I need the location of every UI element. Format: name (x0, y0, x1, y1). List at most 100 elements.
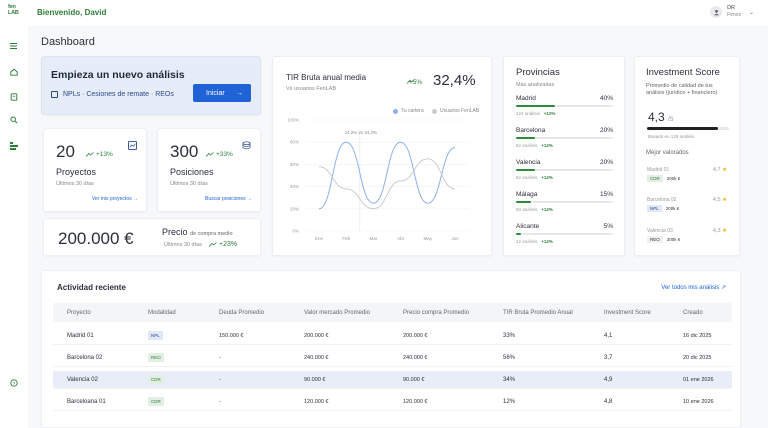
province-count: 62 análisis (516, 143, 538, 148)
province-count: 12 análisis (516, 239, 538, 244)
province-change: +12% (543, 111, 556, 116)
svg-text:?: ? (12, 380, 15, 386)
app-logo[interactable]: fen LAB (8, 4, 19, 16)
cell-precio: 200.000 € (403, 333, 428, 339)
posiciones-card: 300 +33% Posiciones Últimos 30 días Busc… (157, 128, 261, 212)
province-row[interactable]: Madrid 40% 124 análisis +12% (516, 95, 613, 116)
cell-proyecto: Barceloana 01 (67, 399, 106, 405)
trend-up-icon (206, 152, 214, 157)
help-icon[interactable]: ? (9, 378, 18, 387)
y-tick-label: 40% (290, 184, 299, 189)
y-tick-label: 100% (287, 118, 299, 123)
top-bar: fen LAB Bienvenido, David DR Fenox ⌄ (0, 0, 768, 26)
new-analysis-card: Empieza un nuevo análisis NPLs · Cesione… (41, 56, 261, 115)
province-pct: 15% (599, 191, 613, 198)
investment-score-value: 4,3 /5 (648, 110, 674, 124)
database-icon (242, 141, 251, 150)
recent-activity-card: Actividad reciente Ver todos mis análisi… (41, 270, 741, 427)
modality-badge: CDR (647, 175, 663, 182)
province-row[interactable]: Barcelona 20% 62 análisis +12% (516, 127, 613, 148)
province-bar (516, 105, 613, 107)
activity-title: Actividad reciente (57, 283, 126, 292)
best-item-value: 200k € (665, 206, 680, 211)
cell-precio: 240.000 € (403, 355, 428, 361)
y-tick-label: 80% (290, 140, 299, 145)
hero-subtitle: NPLs · Cesiones de remate · REOs (51, 91, 174, 98)
best-item-value: 200k € (666, 176, 681, 181)
hero-subtitle-text: NPLs · Cesiones de remate · REOs (63, 91, 174, 98)
book-icon[interactable] (9, 92, 18, 101)
cell-creado: 01 ene 2026 (683, 377, 714, 383)
table-header: Proyecto Modalidad Deuda Promedio Valor mer… (53, 303, 732, 322)
precio-card: 200.000 € Precio de compra medio Últimos… (43, 218, 261, 256)
posiciones-value: 300 (170, 142, 199, 161)
cell-proyecto: Madrid 01 (67, 333, 94, 339)
province-name: Alicante (516, 223, 540, 230)
cell-tir: 56% (503, 355, 516, 361)
chevron-down-icon[interactable]: ⌄ (748, 9, 754, 16)
start-analysis-button[interactable]: Iniciar → (193, 84, 251, 102)
precio-period: Últimos 30 días (164, 242, 202, 248)
user-menu[interactable]: DR Fenox ⌄ (710, 5, 754, 19)
province-row[interactable]: Málaga 15% 50 análisis +12% (516, 191, 613, 212)
trend-up-icon (407, 79, 415, 84)
province-row[interactable]: Alicante 5% 12 análisis +12% (516, 223, 613, 244)
sidebar: ? (0, 26, 28, 428)
table-row[interactable]: Barceloana 01 CDR - 120.000 € 120.000 € 12% 4,… (53, 393, 732, 411)
province-change: +12% (541, 207, 553, 212)
province-bar (516, 137, 613, 139)
column-header: TIR Bruta Promedio Anual (503, 310, 573, 316)
home-icon[interactable] (9, 67, 18, 76)
ver-proyectos-link[interactable]: Ver mis proyectos → (91, 196, 138, 202)
modality-badge: NPL (148, 331, 163, 340)
province-row[interactable]: Valencia 20% 62 análisis +12% (516, 159, 613, 180)
table-row[interactable]: Barcelona 02 REO - 240.000 € 240.000 € 56% 3,7… (53, 349, 732, 367)
hero-title: Empieza un nuevo análisis (51, 69, 185, 81)
best-rated-item[interactable]: Madrid 01 CDR 200k € 4,7 ★ (647, 167, 727, 182)
best-rated-item[interactable]: Valencia 03 REO 200k € 4,3 ★ (647, 228, 727, 243)
best-item-name: Valencia 03 (647, 228, 673, 234)
y-tick-label: 0% (292, 229, 299, 234)
fenlab-icon[interactable] (9, 142, 18, 151)
best-rated-item[interactable]: Barcelona 02 NPL 200k € 4,5 ★ (647, 197, 727, 212)
search-icon[interactable] (9, 115, 18, 124)
precio-value: 200.000 € (58, 229, 134, 248)
best-item-value: 200k € (666, 237, 681, 242)
province-pct: 5% (603, 223, 613, 230)
province-bar (516, 201, 613, 203)
posiciones-change: +33% (206, 151, 233, 158)
cell-proyecto: Barcelona 02 (67, 355, 103, 361)
province-count: 124 análisis (516, 111, 540, 116)
modality-badge: REO (647, 236, 663, 243)
cell-creado: 16 dic 2025 (683, 333, 712, 339)
series-line-1 (318, 158, 456, 210)
table-row[interactable]: Valencia 02 CDR - 90.000 € 90.000 € 34% 4,9 01 … (53, 371, 732, 389)
user-initials: DR (727, 5, 736, 11)
province-pct: 20% (599, 127, 613, 134)
cell-proyecto: Valencia 02 (67, 377, 98, 383)
investment-score-fill (647, 127, 718, 130)
column-header: Proyecto (67, 310, 91, 316)
tir-line-chart: 0% 20% 40% 60% 80% 100% 24,2% vs 34,2% Ene Feb Ma… (287, 118, 469, 241)
tir-value: 32,4% (433, 72, 476, 89)
table-row[interactable]: Madrid 01 NPL 150.000 € 200.000 € 200.000 € 3… (53, 327, 732, 345)
avatar[interactable] (710, 6, 723, 18)
province-bar-fill (516, 233, 521, 235)
investment-subtitle: Promedio de calidad de tus análisis (jur… (646, 83, 718, 96)
province-bar-fill (516, 105, 555, 107)
cell-valor: 200.000 € (304, 333, 329, 339)
series-line-0 (318, 141, 456, 210)
menu-icon[interactable] (9, 41, 18, 50)
best-item-score: 4,3 ★ (712, 228, 727, 234)
tir-title: TIR Bruta anual media (286, 73, 367, 82)
user-org: Fenox (727, 12, 741, 18)
proyectos-value: 20 (56, 142, 75, 161)
buscar-posiciones-link[interactable]: Buscar posiciones → (205, 196, 252, 202)
x-tick-label: May (424, 236, 433, 241)
cell-precio: 90.000 € (403, 377, 425, 383)
province-bar-fill (516, 169, 536, 171)
cell-tir: 12% (503, 399, 516, 405)
cell-valor: 90.000 € (304, 377, 326, 383)
investment-score-bar (647, 127, 729, 130)
view-all-analyses-link[interactable]: Ver todos mis análisis ↗ (661, 285, 726, 291)
